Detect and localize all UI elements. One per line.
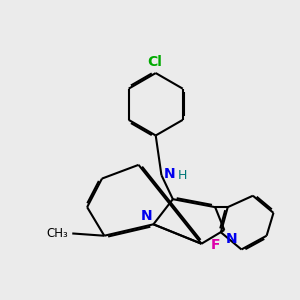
Text: N: N xyxy=(164,167,176,181)
Text: H: H xyxy=(178,169,187,182)
Text: N: N xyxy=(226,232,237,245)
Text: CH₃: CH₃ xyxy=(46,227,68,240)
Text: Cl: Cl xyxy=(147,56,162,70)
Text: F: F xyxy=(211,238,220,252)
Text: N: N xyxy=(140,209,152,223)
